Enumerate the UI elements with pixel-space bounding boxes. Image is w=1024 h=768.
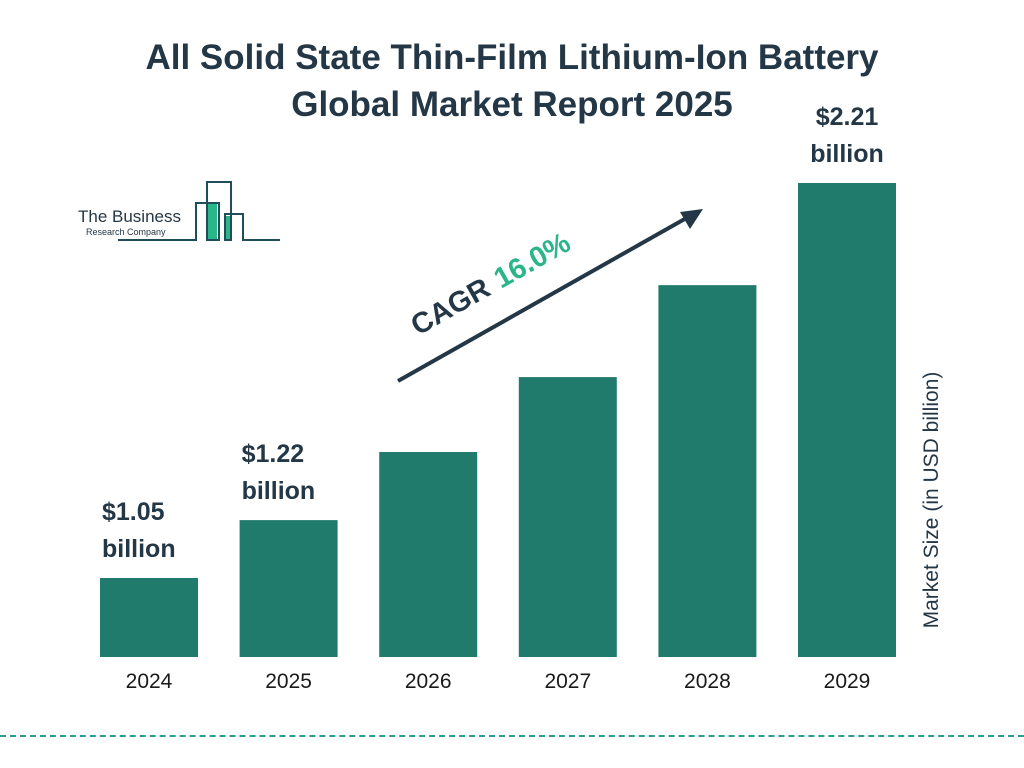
data-label: $1.05 xyxy=(102,498,165,526)
bar-2029 xyxy=(798,183,896,657)
x-tick-label: 2024 xyxy=(126,670,173,693)
data-label: billion xyxy=(102,535,176,563)
logo-text-main: The Business xyxy=(78,207,181,226)
data-label: billion xyxy=(242,477,316,505)
x-tick-label: 2025 xyxy=(265,670,312,693)
logo-text-sub: Research Company xyxy=(86,227,166,237)
x-tick-label: 2028 xyxy=(684,670,731,693)
x-tick-label: 2026 xyxy=(405,670,452,693)
cagr-arrow-head xyxy=(680,209,703,229)
bar-2025 xyxy=(239,520,338,657)
cagr-value: 16.0% xyxy=(489,227,577,295)
data-label: $2.21 xyxy=(816,103,879,131)
cagr-annotation: CAGR16.0% xyxy=(397,209,703,383)
bar-2024 xyxy=(100,578,198,657)
data-label: $1.22 xyxy=(242,440,305,468)
footer-divider xyxy=(0,735,1024,737)
bar-2028 xyxy=(658,285,757,657)
y-axis-label: Market Size (in USD billion) xyxy=(920,371,943,629)
logo-buildings-icon xyxy=(118,181,280,241)
bar-2026 xyxy=(379,452,478,657)
chart-title: All Solid State Thin-Film Lithium-Ion Ba… xyxy=(145,38,879,124)
data-label: billion xyxy=(810,140,884,168)
cagr-arrow-line xyxy=(397,214,691,383)
svg-text:CAGR16.0%: CAGR16.0% xyxy=(406,227,577,342)
bar-2027 xyxy=(518,377,617,657)
x-tick-label: 2029 xyxy=(824,670,871,693)
x-tick-label: 2027 xyxy=(544,670,591,693)
